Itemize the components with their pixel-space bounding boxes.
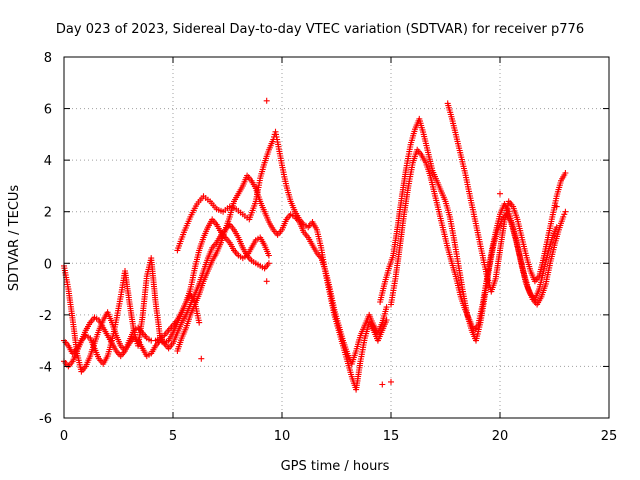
data-point bbox=[553, 224, 560, 231]
grid-lines bbox=[64, 57, 609, 418]
y-tick-label: -2 bbox=[39, 309, 52, 324]
data-points bbox=[61, 97, 569, 393]
data-point bbox=[265, 260, 272, 267]
y-tick-label: -6 bbox=[39, 412, 52, 427]
data-point bbox=[263, 97, 270, 104]
y-tick-label: 8 bbox=[44, 51, 52, 66]
data-point-fill bbox=[273, 133, 280, 140]
data-point bbox=[388, 378, 394, 385]
x-tick-label: 5 bbox=[169, 429, 177, 444]
data-point bbox=[379, 381, 386, 388]
y-tick-label: -4 bbox=[39, 360, 52, 375]
x-tick-label: 20 bbox=[492, 429, 509, 444]
data-point bbox=[497, 190, 503, 197]
x-tick-label: 0 bbox=[60, 429, 68, 444]
y-tick-label: 2 bbox=[44, 206, 52, 221]
x-axis-label: GPS time / hours bbox=[281, 459, 390, 474]
chart-title: Day 023 of 2023, Sidereal Day-to-day VTE… bbox=[56, 22, 584, 37]
data-point bbox=[383, 304, 390, 311]
y-tick-label: 6 bbox=[44, 103, 52, 118]
data-point-fill bbox=[561, 211, 568, 218]
plot-frame bbox=[63, 56, 610, 419]
x-tick-label: 25 bbox=[601, 429, 618, 444]
data-point bbox=[560, 213, 567, 220]
data-point bbox=[263, 278, 270, 285]
y-axis-label: SDTVAR / TECUs bbox=[7, 185, 22, 292]
x-tick-label: 15 bbox=[383, 429, 400, 444]
data-point bbox=[562, 208, 569, 215]
x-tick-label: 10 bbox=[274, 429, 291, 444]
y-tick-label: 0 bbox=[44, 257, 52, 272]
data-point bbox=[198, 355, 205, 362]
y-tick-label: 4 bbox=[44, 154, 52, 169]
data-point bbox=[562, 170, 569, 176]
data-point bbox=[265, 252, 272, 259]
axis-ticks: 0 5 10 15 20 25 -6 -4 -2 0 2 4 6 8 bbox=[39, 51, 617, 444]
data-point bbox=[553, 203, 560, 210]
data-point bbox=[196, 319, 203, 326]
